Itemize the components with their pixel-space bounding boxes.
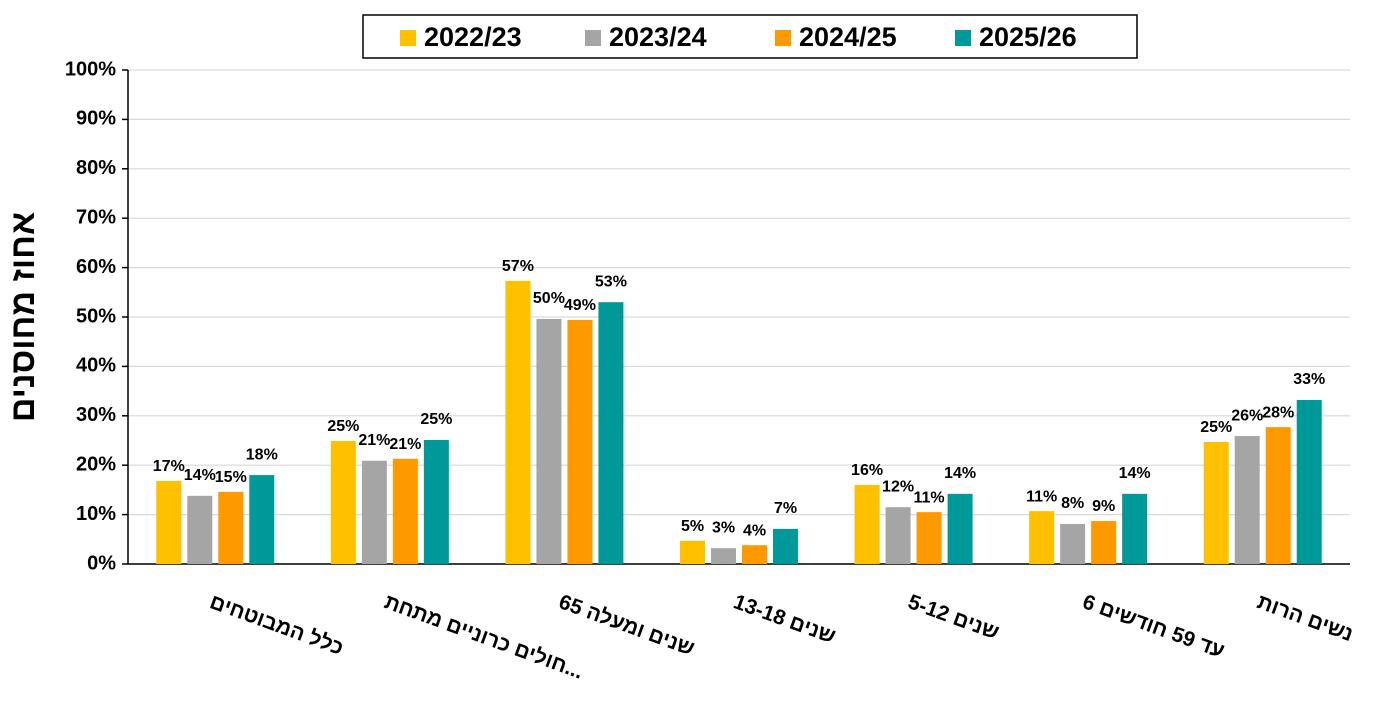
bar [1091,521,1117,564]
data-label: 5% [681,518,704,535]
data-label: 14% [1119,465,1151,482]
legend-label: 2022/23 [424,22,522,52]
bar [361,460,387,564]
data-label: 12% [882,478,914,495]
bar [1296,399,1322,564]
x-tick-label: 13-18 שנים [730,590,838,648]
y-tick-label: 30% [76,404,116,426]
bar [711,548,736,564]
data-label: 26% [1231,407,1263,424]
bar [1265,427,1291,564]
bar [947,493,973,564]
y-tick-label: 10% [76,503,116,525]
data-label: 25% [420,411,452,428]
data-label: 14% [944,465,976,482]
data-label: 11% [1026,488,1057,505]
y-axis-label: אחוז מחוסנים [4,212,42,422]
data-label: 49% [564,297,596,314]
data-label: 57% [502,258,534,275]
legend-swatch [400,30,416,46]
data-label: 15% [215,469,247,486]
data-label: 8% [1061,495,1084,512]
y-tick-label: 100% [65,58,116,80]
data-label: 17% [153,458,185,475]
data-label: 18% [246,446,278,463]
data-label: 4% [743,522,766,539]
x-tick-label: חולים כרוניים מתחת... [381,590,586,683]
bar [854,484,880,564]
y-tick-label: 20% [76,453,116,475]
bar [505,280,531,564]
bar [156,481,182,564]
y-tick-label: 90% [76,108,116,130]
legend-swatch [775,30,791,46]
data-label: 11% [914,489,945,506]
legend-label: 2024/25 [799,22,897,52]
bar [392,458,418,564]
bar [773,528,798,564]
bar [249,475,275,564]
data-label: 33% [1293,371,1325,388]
x-tick-label: 65 שנים ומעלה [556,590,698,660]
data-label: 53% [595,273,627,290]
legend-label: 2025/26 [979,22,1077,52]
data-label: 25% [1200,419,1232,436]
data-label: 3% [712,519,735,536]
legend-swatch [585,30,601,46]
bar [1122,493,1148,564]
data-label: 25% [327,418,359,435]
x-tick-label: כלל המבוטחים [207,590,347,660]
data-label: 21% [358,432,390,449]
data-label: 21% [389,436,421,453]
x-tick-label: 5-12 שנים [905,590,1002,644]
bar [916,512,942,564]
bar [330,440,356,564]
y-tick-label: 50% [76,305,116,327]
data-label: 50% [533,290,565,307]
y-tick-label: 70% [76,206,116,228]
legend-swatch [955,30,971,46]
bar [536,318,562,564]
bar [598,302,624,564]
bar [1234,436,1260,564]
bar [1203,441,1229,564]
bar [742,545,767,564]
y-tick-label: 40% [76,355,116,377]
bar [1029,511,1055,564]
bar [885,507,911,564]
x-tick-label: 6 עד 59 חודשים [1080,590,1228,663]
bar [187,495,213,564]
bar [218,491,244,564]
bar [680,540,705,564]
bar [1060,523,1086,564]
bar [423,440,449,564]
data-label: 14% [184,467,216,484]
x-tick-label: נשים הרות [1254,590,1356,646]
data-label: 28% [1262,404,1294,421]
bar [567,319,593,564]
data-label: 7% [774,500,797,517]
data-label: 9% [1092,498,1115,515]
legend-box [362,14,1138,59]
y-tick-label: 0% [87,552,116,574]
data-label: 16% [851,462,883,479]
y-tick-label: 80% [76,157,116,179]
y-tick-label: 60% [76,256,116,278]
legend-label: 2023/24 [609,22,707,52]
